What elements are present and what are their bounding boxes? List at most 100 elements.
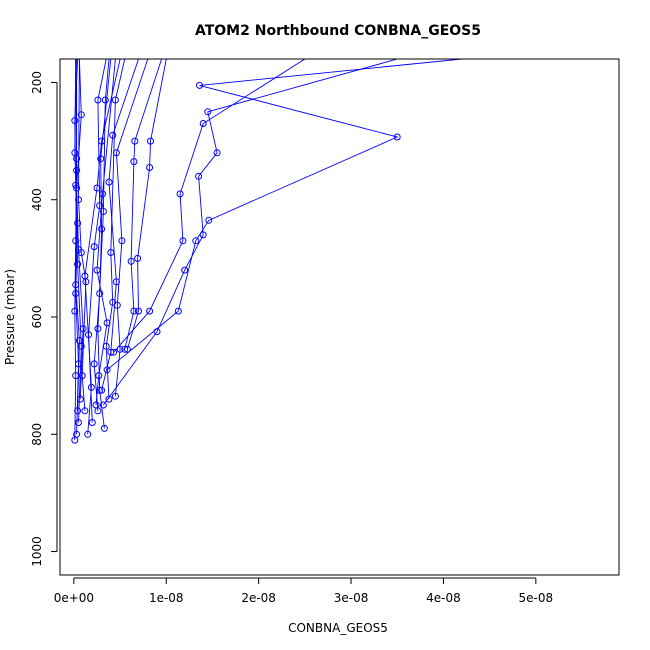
series-line bbox=[76, 59, 84, 400]
data-point bbox=[118, 237, 126, 245]
x-tick-label: 3e-08 bbox=[334, 591, 369, 605]
data-point bbox=[111, 96, 119, 104]
data-point bbox=[146, 164, 154, 171]
data-point bbox=[131, 137, 139, 145]
data-point bbox=[135, 307, 142, 315]
data-point bbox=[90, 360, 98, 368]
x-axis-title: CONBNA_GEOS5 bbox=[288, 621, 388, 635]
data-point bbox=[95, 372, 103, 380]
data-point bbox=[87, 383, 95, 391]
data-point bbox=[195, 172, 203, 180]
x-tick-label: 5e-08 bbox=[519, 591, 554, 605]
x-tick-label: 1e-08 bbox=[149, 591, 184, 605]
y-tick-label: 400 bbox=[30, 188, 44, 211]
data-point bbox=[93, 266, 101, 274]
data-point bbox=[105, 178, 113, 186]
data-point bbox=[85, 331, 93, 339]
series-line bbox=[103, 59, 398, 406]
data-point bbox=[84, 430, 92, 438]
data-point bbox=[393, 133, 401, 141]
y-tick-label: 1000 bbox=[30, 536, 44, 567]
data-point bbox=[192, 237, 200, 245]
data-point bbox=[74, 260, 82, 268]
data-point bbox=[75, 419, 82, 426]
plot-area bbox=[71, 59, 462, 444]
series-line bbox=[97, 59, 110, 429]
data-point bbox=[99, 208, 107, 215]
data-point bbox=[79, 325, 87, 333]
x-tick-label: 4e-08 bbox=[426, 591, 461, 605]
data-point bbox=[109, 131, 117, 139]
data-point bbox=[181, 266, 189, 274]
data-point bbox=[94, 96, 102, 104]
data-point bbox=[73, 166, 81, 174]
data-point bbox=[72, 281, 80, 289]
data-point bbox=[204, 108, 212, 116]
data-point bbox=[76, 395, 84, 403]
series-line bbox=[106, 59, 462, 371]
data-point bbox=[90, 243, 98, 251]
data-point bbox=[96, 202, 104, 210]
data-point bbox=[111, 392, 119, 400]
data-point bbox=[97, 155, 105, 163]
data-point bbox=[96, 386, 104, 394]
series-line bbox=[74, 59, 82, 423]
series-line bbox=[75, 59, 80, 411]
y-axis: 200 400 600 800 1000 bbox=[30, 71, 58, 567]
data-point bbox=[110, 348, 118, 356]
data-point bbox=[75, 196, 82, 204]
data-point bbox=[88, 419, 96, 426]
data-point bbox=[147, 137, 154, 145]
data-point bbox=[113, 301, 121, 309]
series-line bbox=[124, 59, 163, 350]
data-point bbox=[100, 424, 108, 432]
data-point bbox=[213, 149, 221, 157]
x-tick-label: 2e-08 bbox=[241, 591, 276, 605]
series-line bbox=[105, 59, 126, 400]
data-point bbox=[127, 257, 135, 265]
data-point bbox=[134, 254, 142, 262]
data-point bbox=[112, 149, 120, 157]
data-point bbox=[105, 395, 113, 403]
data-point bbox=[176, 190, 184, 198]
data-point bbox=[77, 249, 85, 256]
data-point bbox=[101, 96, 109, 104]
data-point bbox=[116, 345, 124, 353]
y-tick-label: 600 bbox=[30, 306, 44, 329]
chart-title: ATOM2 Northbound CONBNA_GEOS5 bbox=[195, 23, 481, 39]
data-point bbox=[81, 272, 89, 280]
data-point bbox=[73, 184, 81, 192]
series-line bbox=[101, 59, 139, 391]
data-point bbox=[146, 307, 154, 315]
data-point bbox=[99, 190, 106, 198]
data-point bbox=[103, 366, 111, 374]
data-point bbox=[199, 231, 207, 239]
series-line bbox=[78, 59, 87, 411]
series-line bbox=[95, 59, 116, 406]
data-point bbox=[174, 307, 182, 315]
data-point bbox=[93, 184, 101, 192]
data-point bbox=[130, 158, 138, 166]
data-point bbox=[196, 81, 203, 89]
data-point bbox=[81, 407, 89, 415]
data-point bbox=[205, 216, 213, 224]
data-point bbox=[71, 117, 79, 125]
y-axis-title: Pressure (mbar) bbox=[3, 269, 17, 365]
series-line bbox=[113, 59, 306, 353]
x-axis: 0e+00 1e-08 2e-08 3e-08 4e-08 5e-08 bbox=[54, 577, 554, 605]
data-point bbox=[98, 386, 106, 394]
data-point bbox=[199, 120, 207, 127]
data-point bbox=[179, 237, 187, 245]
data-point bbox=[78, 372, 86, 380]
data-point bbox=[73, 430, 81, 438]
data-point bbox=[99, 401, 107, 409]
data-point bbox=[123, 345, 131, 353]
series-line bbox=[88, 59, 107, 423]
y-tick-label: 200 bbox=[30, 71, 44, 94]
data-point bbox=[102, 342, 110, 350]
y-tick-label: 800 bbox=[30, 423, 44, 446]
data-point bbox=[74, 407, 82, 415]
series-line bbox=[114, 59, 149, 397]
data-point bbox=[98, 225, 106, 233]
